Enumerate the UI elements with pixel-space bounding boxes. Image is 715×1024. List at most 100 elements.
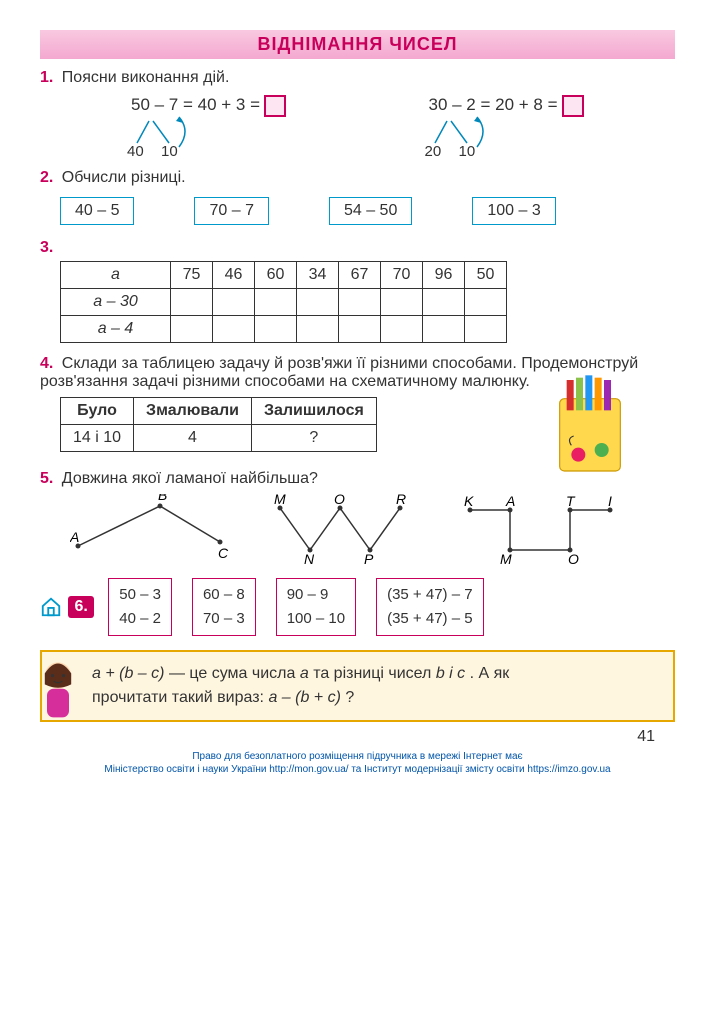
t6-box-2: 60 – 8 70 – 3 — [192, 578, 256, 636]
t4-r1: 4 — [134, 425, 252, 452]
t3-row1: a – 30 — [93, 293, 137, 310]
task-1-text: Поясни виконання дій. — [62, 69, 230, 86]
t3-c6: 96 — [423, 262, 465, 289]
formula-end2: ? — [345, 689, 354, 706]
t3-row0: a — [111, 266, 120, 283]
pencils-icon — [555, 373, 625, 478]
svg-text:M: M — [274, 494, 286, 507]
eq2-split-left: 20 — [425, 143, 442, 160]
formula-end1: . А як — [470, 665, 510, 682]
svg-text:P: P — [364, 551, 374, 564]
eq2-split-right: 10 — [459, 143, 476, 160]
svg-text:O: O — [568, 551, 579, 564]
t3-c0: 75 — [171, 262, 213, 289]
eq1-result-box — [264, 95, 286, 117]
t4-h1: Змалювали — [134, 398, 252, 425]
svg-text:N: N — [304, 551, 315, 564]
section-title-bar: ВІДНІМАННЯ ЧИСЕЛ — [40, 30, 675, 59]
formula-a: a — [300, 665, 309, 682]
task-5: 5. Довжина якої ламаної найбільша? A B C… — [40, 470, 675, 564]
footer-line1: Право для безоплатного розміщення підруч… — [40, 750, 675, 763]
task-1-number: 1. — [40, 69, 53, 86]
home-icon — [40, 596, 62, 618]
svg-text:I: I — [608, 494, 612, 509]
formula-mid1: — це сума числа — [169, 665, 300, 682]
footer: Право для безоплатного розміщення підруч… — [40, 750, 675, 776]
t3-c2: 60 — [255, 262, 297, 289]
t6-b2-l1: 60 – 8 — [203, 583, 245, 607]
t3-c5: 70 — [381, 262, 423, 289]
t6-box-1: 50 – 3 40 – 2 — [108, 578, 172, 636]
equation-1: 50 – 7 = 40 + 3 = 40 10 — [131, 95, 286, 157]
task-4-text: Склади за таблицею задачу й розв'яжи її … — [40, 355, 638, 390]
t3-c3: 34 — [297, 262, 339, 289]
formula-bc: b і c — [436, 665, 465, 682]
eq1-split-left: 40 — [127, 143, 144, 160]
t6-b3-l1: 90 – 9 — [287, 583, 345, 607]
t3-c7: 50 — [465, 262, 507, 289]
poly1-A: A — [70, 529, 79, 545]
table-row: Було Змалювали Залишилося — [61, 398, 377, 425]
t6-b1-l1: 50 – 3 — [119, 583, 161, 607]
task-3: 3. a 75 46 60 34 67 70 96 50 a – 30 a – … — [40, 239, 675, 343]
eq1-split-right: 10 — [161, 143, 178, 160]
t6-box-3: 90 – 9 100 – 10 — [276, 578, 356, 636]
formula-expr2: a – (b + c) — [268, 689, 340, 706]
table-row: a – 30 — [61, 289, 507, 316]
t6-b3-l2: 100 – 10 — [287, 607, 345, 631]
polyline-mnopr: M N O P R — [270, 494, 430, 564]
task-4-table: Було Змалювали Залишилося 14 і 10 4 ? — [60, 397, 377, 452]
poly1-C: C — [218, 545, 229, 561]
svg-text:K: K — [464, 494, 474, 509]
formula-line2-pre: прочитати такий вираз: — [92, 689, 268, 706]
task-5-number: 5. — [40, 470, 53, 487]
t3-c1: 46 — [213, 262, 255, 289]
t4-h2: Залишилося — [251, 398, 376, 425]
task-2-number: 2. — [40, 169, 53, 186]
task-3-table: a 75 46 60 34 67 70 96 50 a – 30 a – 4 — [60, 261, 507, 343]
formula-expr1: a + (b – c) — [92, 665, 164, 682]
equation-2: 30 – 2 = 20 + 8 = 20 10 — [429, 95, 584, 157]
task-4: 4. Склади за таблицею задачу й розв'яжи … — [40, 355, 675, 452]
t3-row2: a – 4 — [98, 320, 134, 337]
table-row: a 75 46 60 34 67 70 96 50 — [61, 262, 507, 289]
calc-box-1: 40 – 5 — [60, 197, 134, 225]
task-1: 1. Поясни виконання дій. 50 – 7 = 40 + 3… — [40, 69, 675, 157]
t6-b1-l2: 40 – 2 — [119, 607, 161, 631]
task-2: 2. Обчисли різниці. 40 – 5 70 – 7 54 – 5… — [40, 169, 675, 225]
t4-r2: ? — [251, 425, 376, 452]
task-4-number: 4. — [40, 355, 53, 372]
page-number: 41 — [40, 728, 655, 746]
svg-text:T: T — [566, 494, 576, 509]
task-6-number: 6. — [68, 596, 93, 618]
t6-box-4: (35 + 47) – 7 (35 + 47) – 5 — [376, 578, 483, 636]
svg-text:M: M — [500, 551, 512, 564]
t6-b4-l2: (35 + 47) – 5 — [387, 607, 472, 631]
eq1-text: 50 – 7 = 40 + 3 = — [131, 95, 260, 114]
t3-c4: 67 — [339, 262, 381, 289]
poly1-B: B — [158, 494, 167, 503]
svg-text:R: R — [396, 494, 406, 507]
footer-line2: Міністерство освіти і науки України http… — [40, 763, 675, 776]
svg-text:A: A — [505, 494, 515, 509]
eq2-result-box — [562, 95, 584, 117]
task-3-number: 3. — [40, 239, 53, 256]
t4-h0: Було — [61, 398, 134, 425]
calc-box-3: 54 – 50 — [329, 197, 412, 225]
polyline-abc: A B C — [70, 494, 240, 564]
table-row: 14 і 10 4 ? — [61, 425, 377, 452]
svg-text:O: O — [334, 494, 345, 507]
task-5-text: Довжина якої ламаної найбільша? — [62, 470, 318, 487]
table-row: a – 4 — [61, 316, 507, 343]
girl-avatar-icon — [36, 658, 80, 724]
formula-mid2: та різниці чисел — [313, 665, 436, 682]
formula-box: a + (b – c) — це сума числа a та різниці… — [40, 650, 675, 722]
section-title: ВІДНІМАННЯ ЧИСЕЛ — [258, 34, 458, 54]
task-2-text: Обчисли різниці. — [62, 169, 186, 186]
calc-box-4: 100 – 3 — [472, 197, 555, 225]
t6-b2-l2: 70 – 3 — [203, 607, 245, 631]
eq2-text: 30 – 2 = 20 + 8 = — [429, 95, 558, 114]
t4-r0: 14 і 10 — [61, 425, 134, 452]
t6-b4-l1: (35 + 47) – 7 — [387, 583, 472, 607]
task-6: 6. 50 – 3 40 – 2 60 – 8 70 – 3 90 – 9 10… — [40, 578, 675, 636]
